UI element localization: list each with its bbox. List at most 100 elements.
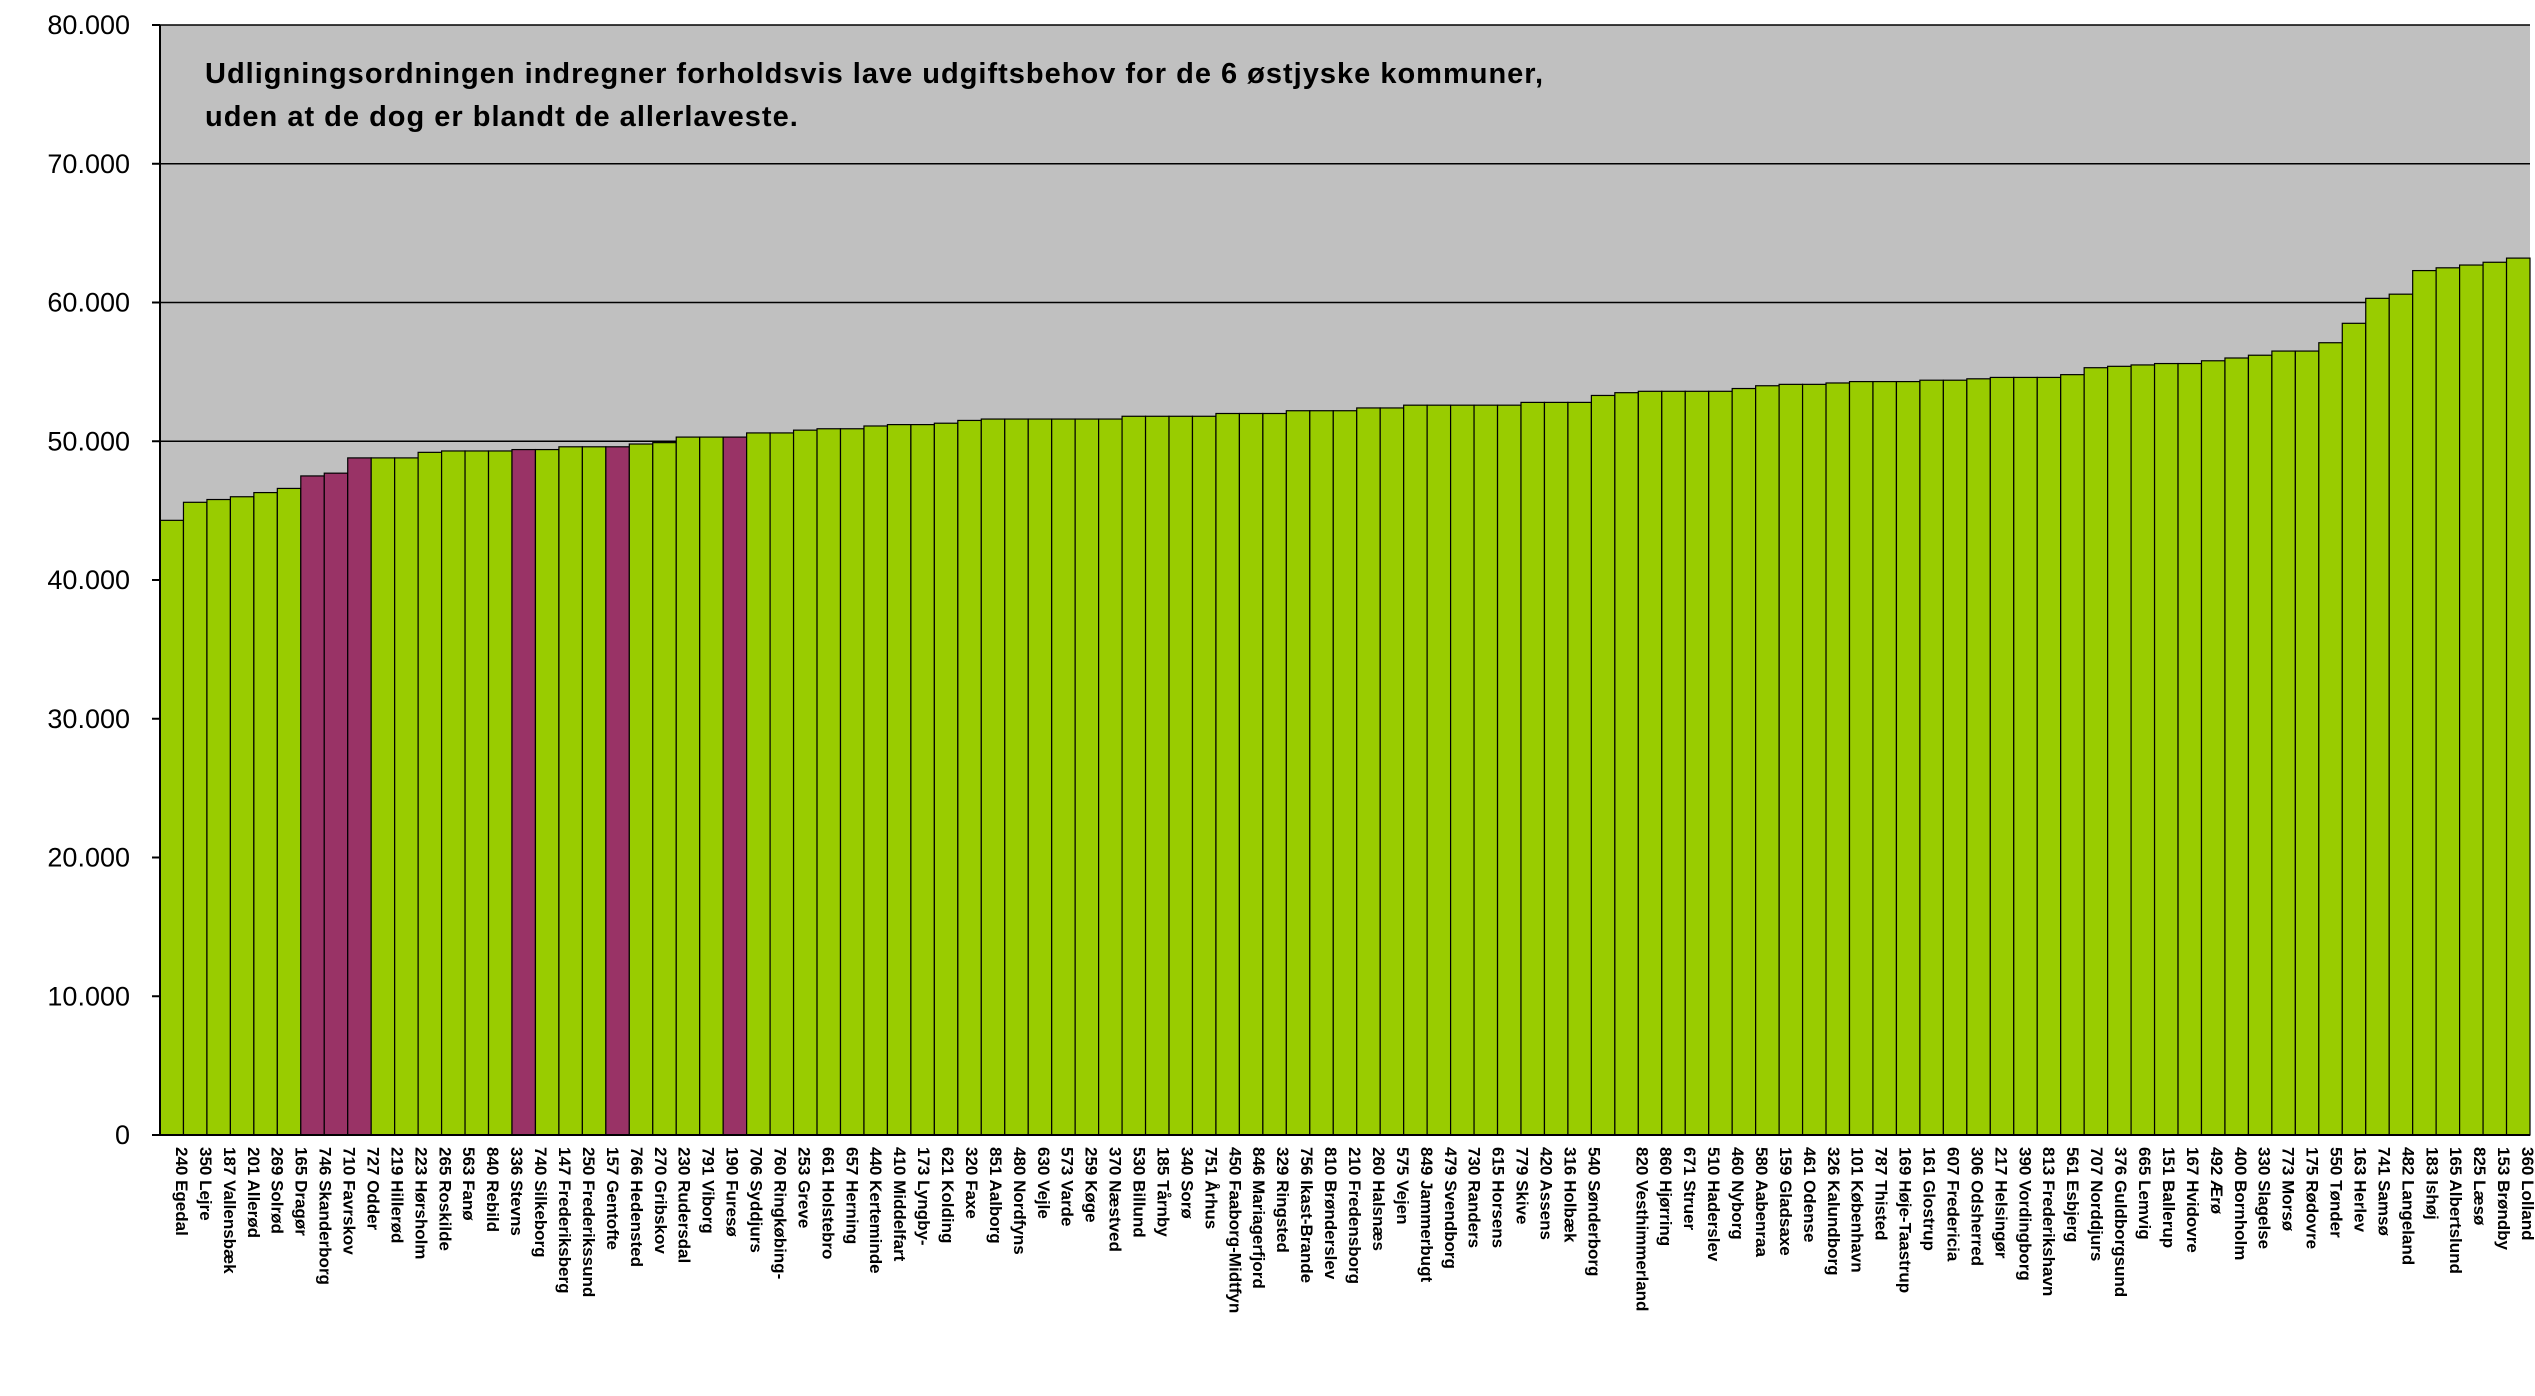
bar: [159, 519, 185, 1136]
x-tick-label: 316 Holbæk: [1561, 1147, 1580, 1243]
x-tick-label: 482 Langeland: [2398, 1147, 2417, 1265]
x-tick-label: 370 Næstved: [1106, 1147, 1125, 1252]
bar: [1496, 404, 1522, 1136]
x-tick-label: 410 Middelfart: [890, 1147, 909, 1262]
bar: [1238, 412, 1264, 1136]
x-tick-label: 657 Herning: [842, 1147, 861, 1244]
x-tick-label: 175 Rødovre: [2303, 1147, 2322, 1249]
x-tick-label: 860 Hjørring: [1656, 1147, 1675, 1246]
x-tick-label: 621 Kolding: [938, 1147, 957, 1243]
x-tick-label: 820 Vesthimmerland: [1632, 1147, 1651, 1311]
bar: [1708, 390, 1733, 1136]
bar: [2482, 261, 2508, 1136]
x-tick-label: 550 Tønder: [2327, 1147, 2346, 1238]
bar: [440, 450, 466, 1136]
x-tick-label: 167 Hvidovre: [2183, 1147, 2202, 1253]
x-tick-label: 630 Vejle: [1034, 1147, 1053, 1219]
x-tick-label: 169 Høje-Taastrup: [1896, 1147, 1915, 1293]
x-tick-label: 265 Roskilde: [435, 1147, 454, 1251]
bar: [2412, 269, 2437, 1136]
x-tick-label: 157 Gentofte: [603, 1147, 622, 1250]
x-tick-label: 563 Fanø: [459, 1147, 478, 1221]
x-tick-label: 240 Egedal: [172, 1147, 191, 1236]
y-tick-label: 80.000: [47, 10, 130, 40]
bar: [1848, 380, 1874, 1136]
x-tick-label: 760 Ringkøbing-: [771, 1147, 790, 1279]
y-tick-label: 10.000: [47, 981, 130, 1011]
annotation-line-1: Udligningsordningen indregner forholdsvi…: [205, 58, 1544, 90]
bar: [417, 451, 443, 1136]
bar: [1074, 418, 1100, 1136]
bar: [2036, 376, 2062, 1136]
x-tick-label: 813 Frederikshavn: [2039, 1147, 2058, 1296]
x-tick-label: 851 Aalborg: [986, 1147, 1005, 1244]
bar: [1144, 415, 1170, 1136]
x-tick-label: 340 Sorø: [1177, 1147, 1196, 1219]
bar: [1473, 404, 1499, 1136]
bar: [1543, 401, 1569, 1136]
bar: [1215, 412, 1241, 1136]
x-tick-label: 269 Solrød: [268, 1147, 287, 1234]
y-tick-label: 0: [115, 1120, 130, 1150]
bar: [1403, 404, 1428, 1136]
bar: [1731, 387, 1757, 1136]
x-tick-label: 727 Odder: [364, 1147, 383, 1231]
x-tick-label: 849 Jammerbugt: [1417, 1147, 1436, 1282]
bar: [792, 429, 818, 1136]
x-tick-label: 306 Odsherred: [1967, 1147, 1986, 1266]
bar: [1285, 410, 1311, 1136]
x-tick-label: 615 Horsens: [1489, 1147, 1508, 1248]
bar: [1426, 404, 1452, 1136]
x-tick-label: 510 Haderslev: [1704, 1147, 1723, 1262]
x-tick-label: 492 Ærø: [2207, 1147, 2226, 1215]
bar: [910, 424, 935, 1136]
x-tick-label: 773 Morsø: [2279, 1147, 2298, 1232]
bar: [2341, 322, 2367, 1136]
y-tick-label: 30.000: [47, 704, 130, 734]
x-tick-label: 270 Gribskov: [651, 1147, 670, 1254]
bar: [1966, 378, 1991, 1136]
bar: [957, 419, 982, 1136]
bar: [863, 425, 889, 1136]
bar: [253, 491, 278, 1136]
bar: [980, 418, 1006, 1136]
bar: [206, 498, 231, 1136]
bar: [1684, 390, 1710, 1136]
x-tick-label: 580 Aabenraa: [1752, 1147, 1771, 1257]
x-tick-label: 217 Helsingør: [1991, 1147, 2010, 1259]
x-tick-label: 147 Frederiksberg: [555, 1147, 574, 1293]
bar: [2294, 350, 2320, 1136]
bar: [1567, 401, 1592, 1136]
x-tick-label: 173 Lyngby-: [914, 1147, 933, 1246]
x-tick-label: 159 Gladsaxe: [1776, 1147, 1795, 1256]
x-tick-label: 253 Greve: [794, 1147, 813, 1228]
bar: [394, 457, 419, 1136]
x-tick-label: 161 Glostrup: [1920, 1147, 1939, 1251]
bar: [652, 442, 677, 1136]
bar: [1027, 418, 1053, 1136]
x-tick-label: 810 Brønderslev: [1321, 1147, 1340, 1280]
x-tick-label: 461 Odense: [1800, 1147, 1819, 1242]
bar: [816, 428, 842, 1136]
x-tick-label: 250 Frederikssund: [579, 1147, 598, 1297]
x-tick-label: 153 Brøndby: [2494, 1147, 2513, 1251]
bar: [2247, 354, 2273, 1136]
x-tick-label: 661 Holstebro: [818, 1147, 837, 1259]
x-tick-label: 400 Bornholm: [2231, 1147, 2250, 1260]
bar: [1942, 379, 1968, 1136]
x-tick-label: 163 Herlev: [2351, 1147, 2370, 1233]
bar: [370, 457, 396, 1136]
x-tick-label: 479 Svendborg: [1441, 1147, 1460, 1269]
x-tick-label: 187 Vallensbæk: [220, 1147, 239, 1274]
bar: [464, 450, 490, 1136]
bar: [487, 450, 513, 1136]
bar: [1801, 383, 1827, 1136]
bar: [933, 422, 959, 1136]
bar: [675, 436, 701, 1136]
bar: [1309, 410, 1334, 1136]
x-tick-label: 730 Randers: [1465, 1147, 1484, 1248]
bar: [182, 501, 208, 1136]
x-tick-label: 101 København: [1848, 1147, 1867, 1273]
chart-annotation: Udligningsordningen indregner forholdsvi…: [205, 58, 1544, 133]
bar: [2271, 350, 2296, 1136]
